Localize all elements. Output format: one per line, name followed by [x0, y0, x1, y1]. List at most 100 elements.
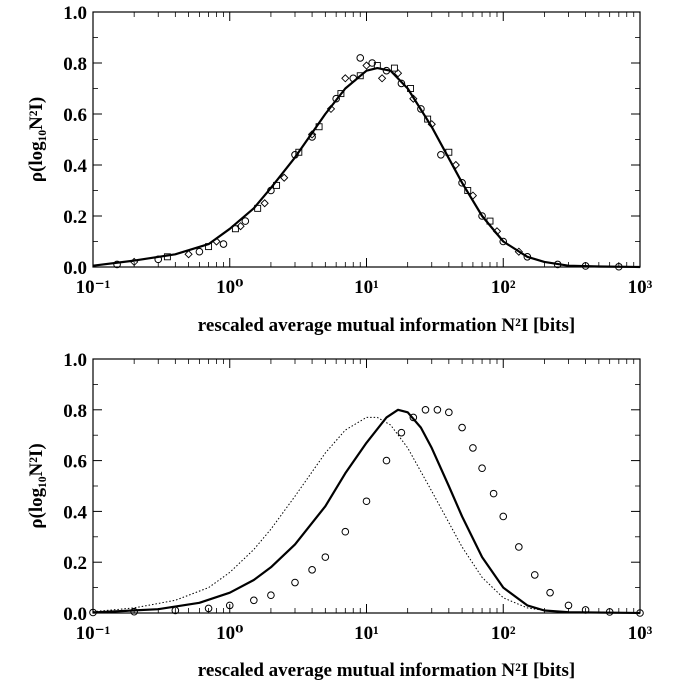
data-point-diamond: [307, 130, 317, 139]
data-point-square: [205, 243, 213, 251]
x-tick-label: 10⁰: [216, 623, 243, 644]
data-point-circle: [291, 578, 299, 587]
data-point-circle: [553, 260, 562, 269]
data-point-diamond: [451, 160, 460, 170]
data-point-square: [356, 72, 364, 80]
x-axis-label: rescaled average mutual information N²I …: [198, 660, 575, 681]
x-tick-label: 10⁻¹: [76, 623, 111, 644]
y-tick-label: 0.8: [63, 54, 87, 75]
data-point-diamond: [212, 237, 221, 246]
y-tick-label: 0.8: [63, 401, 87, 422]
x-tick-label: 10¹: [354, 277, 379, 298]
data-point-circle: [421, 406, 430, 414]
data-point-circle: [321, 553, 330, 561]
y-tick-label: 0.4: [63, 156, 87, 177]
data-point-circle: [341, 527, 350, 536]
data-point-diamond: [130, 257, 139, 267]
data-point-square: [231, 225, 239, 233]
data-point-circle: [382, 456, 391, 465]
data-point-circle: [478, 212, 486, 220]
data-point-circle: [564, 601, 573, 610]
axes-frame: [92, 11, 641, 268]
y-tick-label: 1.0: [63, 350, 87, 371]
data-point-diamond: [341, 74, 350, 83]
y-tick-label: 0.4: [63, 502, 87, 523]
data-point-circle: [546, 588, 554, 597]
y-tick-label: 0.6: [63, 105, 87, 126]
data-point-circle: [469, 444, 477, 452]
data-point-circle: [267, 591, 275, 600]
x-tick-label: 10³: [628, 623, 653, 644]
data-point-circle: [89, 608, 97, 617]
data-point-circle: [605, 608, 614, 616]
data-point-diamond: [492, 227, 502, 236]
x-tick-label: 10⁰: [216, 277, 243, 298]
y-tick-label: 0.6: [63, 452, 87, 473]
data-point-square: [486, 217, 494, 225]
data-point-circle: [530, 571, 539, 579]
data-point-circle: [515, 543, 523, 551]
data-point-circle: [409, 413, 418, 422]
x-tick-label: 10³: [628, 277, 653, 298]
series-line-0: [92, 416, 641, 614]
data-point-square: [295, 148, 303, 156]
y-tick-label: 0.2: [63, 207, 87, 228]
x-axis-label: rescaled average mutual information N²I …: [198, 315, 575, 336]
y-tick-label: 1.0: [63, 3, 87, 24]
data-point-diamond: [326, 104, 336, 114]
axes-frame: [92, 358, 641, 614]
data-point-circle: [458, 179, 466, 187]
data-point-diamond: [236, 222, 245, 231]
x-tick-label: 10⁻¹: [76, 277, 111, 298]
data-point-diamond: [468, 191, 478, 200]
data-point-square: [464, 187, 472, 194]
data-point-circle: [499, 237, 508, 246]
data-point-circle: [478, 464, 486, 473]
series-line-1: [92, 408, 641, 615]
data-point-square: [163, 253, 171, 261]
top-panel: 10⁻¹ 10⁰ 10¹ 10² 10³ 0.0 0.2 0.4 0.6 0.8 1.0 rescal…: [26, 3, 653, 336]
data-point-circle: [523, 252, 532, 261]
data-point-circle: [615, 262, 623, 271]
data-point-circle: [250, 596, 258, 605]
data-point-circle: [154, 255, 163, 264]
y-axis-label: ρ(log₁₀N²I): [26, 443, 47, 528]
data-point-diamond: [280, 173, 289, 182]
data-point-circle: [437, 151, 445, 159]
x-tick-label: 10²: [491, 623, 516, 644]
data-point-circle: [397, 79, 406, 88]
data-point-square: [424, 115, 432, 123]
data-point-circle: [308, 133, 316, 141]
data-point-square: [273, 181, 281, 189]
data-point-circle: [349, 74, 358, 83]
data-point-diamond: [514, 247, 523, 256]
data-point-diamond: [362, 61, 371, 70]
data-point-circle: [382, 66, 391, 75]
data-point-diamond: [393, 69, 403, 78]
data-point-circle: [219, 240, 228, 248]
data-point-square: [315, 123, 323, 131]
data-point-square: [407, 85, 415, 92]
data-point-circle: [241, 217, 250, 225]
y-tick-label: 0.0: [63, 258, 87, 279]
data-point-circle: [397, 428, 406, 437]
data-point-circle: [171, 606, 180, 615]
data-point-circle: [417, 105, 425, 113]
data-point-diamond: [260, 199, 269, 208]
data-point-circle: [225, 601, 234, 610]
data-point-diamond: [409, 94, 418, 103]
data-point-circle: [356, 54, 365, 62]
data-point-square: [390, 64, 398, 72]
data-point-circle: [362, 497, 371, 506]
series-line-0: [92, 67, 641, 269]
data-point-circle: [458, 423, 466, 432]
data-point-circle: [113, 260, 121, 269]
bottom-panel: 10⁻¹ 10⁰ 10¹ 10² 10³ 0.0 0.2 0.4 0.6 0.8 1.0 rescal…: [26, 350, 653, 681]
data-point-square: [254, 204, 262, 212]
data-point-square: [445, 148, 453, 156]
data-point-circle: [433, 406, 442, 414]
data-point-circle: [499, 512, 508, 521]
y-axis-label: ρ(log₁₀N²I): [26, 97, 47, 182]
data-point-circle: [204, 604, 213, 613]
data-point-circle: [130, 607, 138, 616]
